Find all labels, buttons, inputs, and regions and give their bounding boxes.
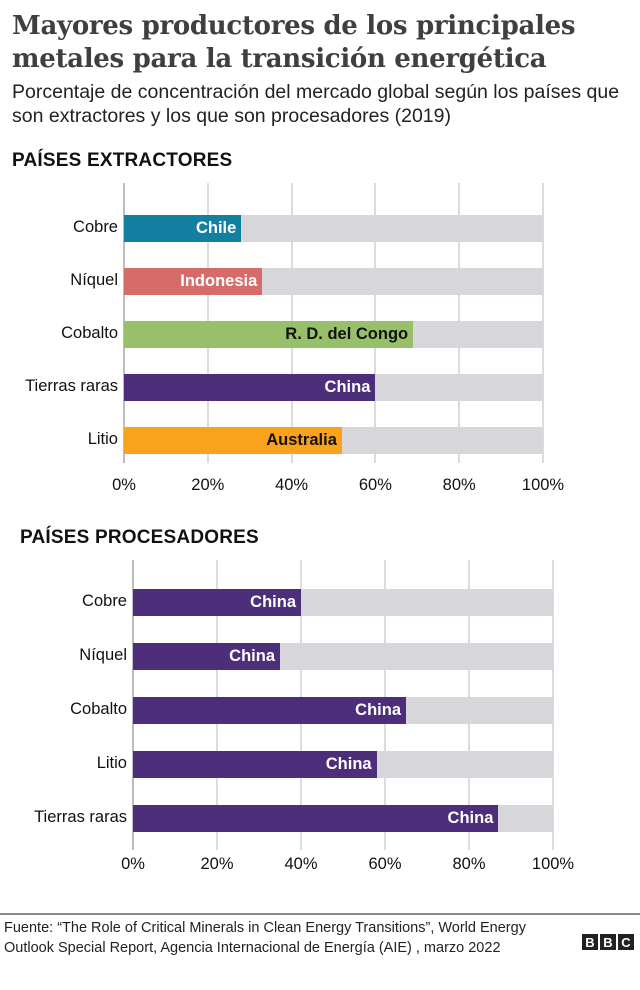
- category-label: Litio: [87, 430, 118, 448]
- category-label: Níquel: [79, 646, 127, 664]
- data-bar: China: [133, 643, 280, 670]
- bbc-logo-letter: B: [582, 934, 598, 950]
- category-label: Litio: [96, 754, 127, 772]
- data-bar: China: [133, 589, 301, 616]
- chart-subtitle: Porcentaje de concentración del mercado …: [12, 81, 620, 127]
- gridline: [542, 183, 544, 463]
- data-bar: China: [133, 751, 377, 778]
- data-bar: China: [133, 805, 499, 832]
- x-tick-label: 0%: [121, 855, 145, 873]
- gridline: [552, 560, 554, 850]
- category-label: Cobre: [82, 592, 127, 610]
- footer-divider: [0, 913, 640, 915]
- category-label: Níquel: [70, 271, 118, 289]
- x-tick-label: 60%: [358, 476, 392, 494]
- data-bar: R. D. del Congo: [124, 321, 414, 348]
- data-bar: Indonesia: [124, 268, 263, 295]
- category-label: Tierras raras: [34, 808, 127, 826]
- data-bar: China: [133, 697, 406, 724]
- x-tick-label: 60%: [368, 855, 402, 873]
- x-tick-label: 20%: [200, 855, 234, 873]
- data-bar: China: [124, 374, 376, 401]
- x-tick-label: 20%: [191, 476, 225, 494]
- bbc-logo-letter: B: [600, 934, 616, 950]
- chart-title: Mayores productores de los principales m…: [12, 11, 576, 74]
- data-bar: Australia: [124, 427, 342, 454]
- x-tick-label: 80%: [452, 855, 486, 873]
- x-tick-label: 100%: [531, 855, 575, 873]
- category-label: Cobalto: [61, 324, 118, 342]
- category-label: Tierras raras: [25, 377, 118, 395]
- x-tick-label: 100%: [521, 476, 565, 494]
- x-tick-label: 0%: [112, 476, 136, 494]
- category-label: Cobalto: [70, 700, 127, 718]
- section-title-processors: PAÍSES PROCESADORES: [20, 527, 259, 548]
- x-tick-label: 40%: [275, 476, 309, 494]
- processors-bar-chart: 0% 20% 40% 60% 80% 100% Cobre China Níquel China C…: [0, 560, 640, 880]
- bbc-logo: B B C: [582, 934, 634, 950]
- x-tick-label: 80%: [442, 476, 476, 494]
- extractors-bar-chart: 0% 20% 40% 60% 80% 100% Cobre Chile Níquel Indone…: [0, 183, 640, 503]
- x-tick-label: 40%: [284, 855, 318, 873]
- bbc-logo-letter: C: [618, 934, 634, 950]
- section-title-extractors: PAÍSES EXTRACTORES: [12, 150, 233, 171]
- category-label: Cobre: [73, 218, 118, 236]
- data-bar: Chile: [124, 215, 242, 242]
- source-note: Fuente: “The Role of Critical Minerals i…: [4, 920, 526, 956]
